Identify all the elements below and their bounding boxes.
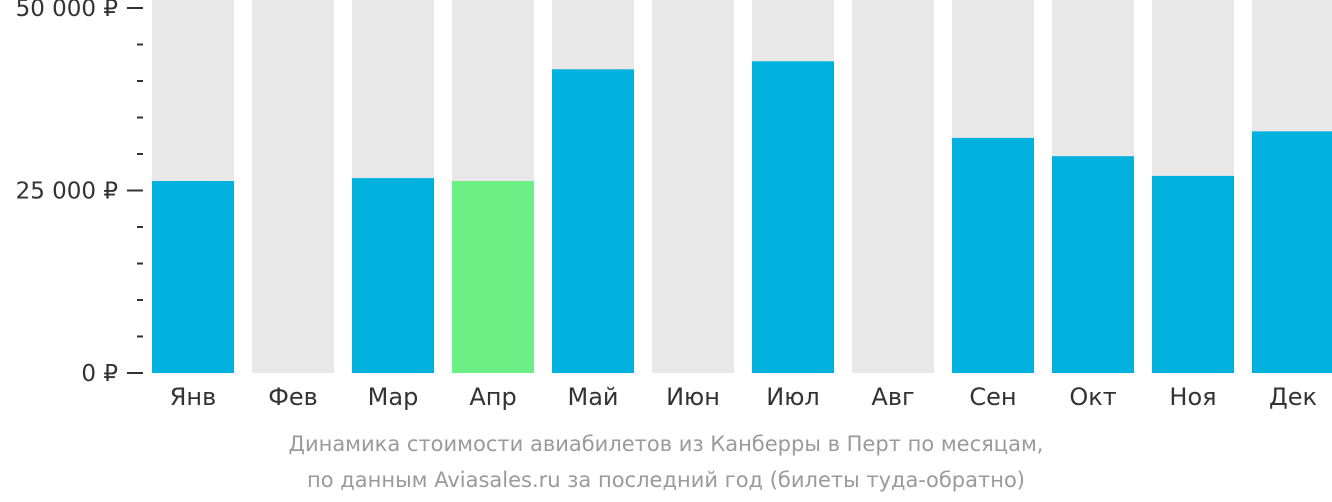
- y-tick-label-2: 25 000 ₽: [16, 179, 118, 205]
- bar-4: [452, 181, 534, 373]
- bar-12: [1252, 131, 1332, 373]
- bar-10: [1052, 156, 1134, 373]
- bar-3: [352, 178, 434, 373]
- bar-11: [1152, 175, 1234, 373]
- bar-5: [552, 69, 634, 373]
- x-tick-label-5: Май: [567, 383, 618, 411]
- chart-caption-line-2: по данным Aviasales.ru за последний год …: [307, 468, 1025, 492]
- x-tick-label-4: Апр: [469, 383, 516, 411]
- chart-caption-line-1: Динамика стоимости авиабилетов из Канбер…: [288, 432, 1044, 456]
- bar-1: [152, 181, 234, 373]
- x-tick-label-7: Июл: [766, 383, 820, 411]
- bar-background-8: [852, 0, 934, 373]
- x-tick-label-12: Дек: [1269, 383, 1317, 411]
- bar-background-6: [652, 0, 734, 373]
- x-tick-label-3: Мар: [368, 383, 419, 411]
- x-tick-label-9: Сен: [969, 383, 1016, 411]
- x-tick-label-1: Янв: [170, 383, 217, 411]
- y-tick-label-3: 50 000 ₽: [16, 0, 118, 22]
- bar-background-2: [252, 0, 334, 373]
- bar-7: [752, 61, 834, 373]
- chart-svg: Янв Фев Мар Апр Май Июн Июл Авг Сен Окт Ноя Дек 0 ₽ 2…: [16, 0, 1332, 411]
- x-tick-label-11: Ноя: [1169, 383, 1216, 411]
- y-tick-label-1: 0 ₽: [81, 361, 118, 387]
- x-tick-label-8: Авг: [871, 383, 914, 411]
- x-tick-label-2: Фев: [268, 383, 318, 411]
- x-tick-label-6: Июн: [666, 383, 720, 411]
- bar-9: [952, 137, 1034, 373]
- x-tick-label-10: Окт: [1069, 383, 1116, 411]
